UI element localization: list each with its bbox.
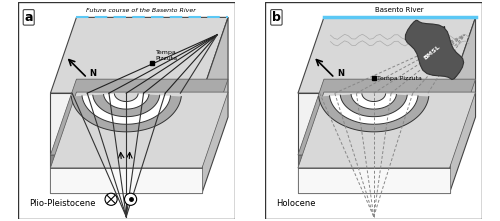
Polygon shape xyxy=(298,92,476,168)
Polygon shape xyxy=(50,17,228,93)
Text: Tempa
Pizzuta: Tempa Pizzuta xyxy=(156,50,178,61)
Polygon shape xyxy=(82,95,170,124)
Polygon shape xyxy=(50,155,202,168)
Text: a: a xyxy=(24,11,33,24)
Polygon shape xyxy=(50,92,228,168)
Text: Holocene: Holocene xyxy=(276,199,316,208)
Text: N: N xyxy=(90,69,96,78)
Polygon shape xyxy=(93,95,160,117)
Polygon shape xyxy=(318,96,429,132)
Text: Plio-Pleistocene: Plio-Pleistocene xyxy=(29,199,96,208)
Text: Future course of the Basento River: Future course of the Basento River xyxy=(86,8,196,13)
Text: N: N xyxy=(337,69,344,78)
Polygon shape xyxy=(104,94,149,109)
Polygon shape xyxy=(298,93,450,193)
Polygon shape xyxy=(406,20,464,80)
Circle shape xyxy=(124,193,136,205)
Text: BMSL: BMSL xyxy=(423,44,442,60)
Text: Tempa Pizzuta: Tempa Pizzuta xyxy=(377,76,422,80)
Polygon shape xyxy=(340,95,407,117)
Polygon shape xyxy=(298,155,450,168)
Polygon shape xyxy=(202,17,228,193)
Polygon shape xyxy=(298,168,450,193)
Polygon shape xyxy=(298,17,476,93)
Polygon shape xyxy=(351,94,397,109)
Polygon shape xyxy=(50,168,202,193)
Polygon shape xyxy=(50,79,228,155)
Polygon shape xyxy=(71,96,182,132)
Text: b: b xyxy=(272,11,281,24)
Polygon shape xyxy=(50,93,202,193)
Polygon shape xyxy=(450,17,475,193)
Text: Basento River: Basento River xyxy=(376,7,424,13)
Polygon shape xyxy=(298,79,476,155)
Polygon shape xyxy=(330,95,418,124)
Circle shape xyxy=(105,193,117,205)
